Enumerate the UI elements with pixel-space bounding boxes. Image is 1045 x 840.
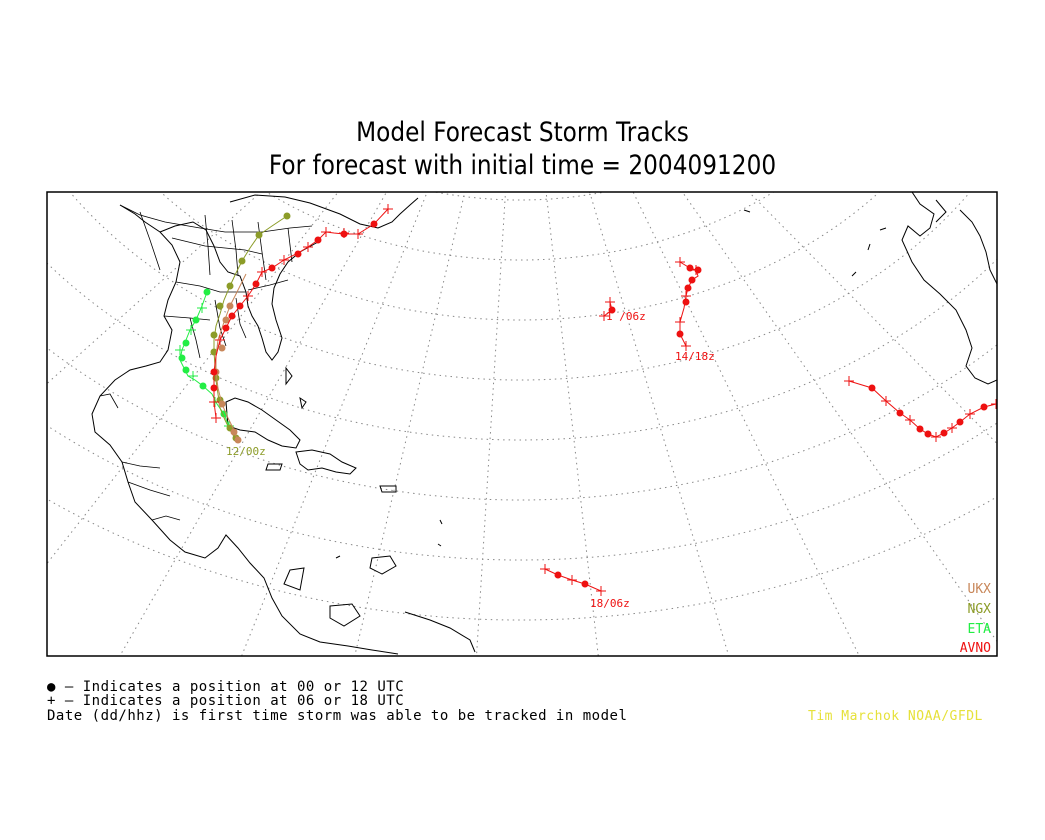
avno-track-3 bbox=[675, 257, 702, 351]
footer-plus-note: + — Indicates a position at 06 or 18 UTC bbox=[47, 693, 405, 709]
legend-avno: AVNO bbox=[960, 641, 991, 656]
ukx-track bbox=[212, 273, 247, 444]
legend-ngx: NGX bbox=[968, 602, 992, 617]
track-label-avno-1: 1 /06z bbox=[606, 310, 646, 323]
footer-credit: Tim Marchok NOAA/GFDL bbox=[808, 709, 983, 724]
map-title: Model Forecast Storm Tracks bbox=[356, 117, 689, 148]
avno-track-4 bbox=[844, 376, 997, 442]
coastlines bbox=[91, 192, 997, 655]
legend-eta: ETA bbox=[968, 622, 992, 637]
footer-date-note: Date (dd/hhz) is first time storm was ab… bbox=[47, 708, 628, 724]
avno-track-2 bbox=[599, 297, 616, 321]
avno-track-5 bbox=[540, 564, 606, 596]
footer-dot-note: ● — Indicates a position at 00 or 12 UTC bbox=[47, 679, 405, 695]
graticule bbox=[47, 192, 997, 656]
track-label-ngx: 12/00z bbox=[226, 445, 266, 458]
track-label-avno-3: 18/06z bbox=[590, 597, 630, 610]
legend-ukx: UKX bbox=[968, 582, 992, 597]
map-frame bbox=[46, 191, 998, 657]
map-subtitle: For forecast with initial time = 2004091… bbox=[268, 150, 777, 181]
track-label-avno-2: 14/18z bbox=[675, 350, 715, 363]
political-borders bbox=[99, 204, 313, 521]
avno-track-1 bbox=[209, 204, 393, 423]
